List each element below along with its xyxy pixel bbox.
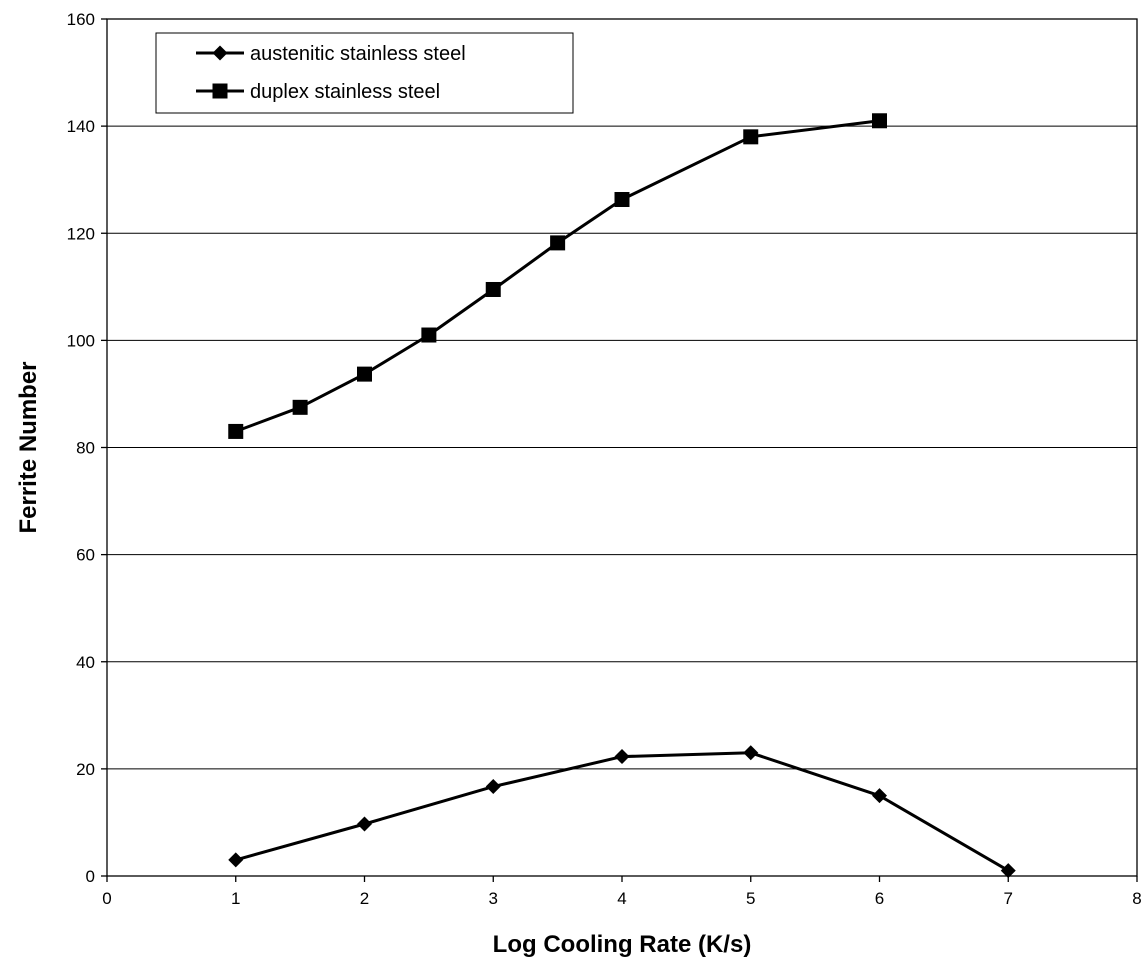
legend-marker-austenitic-stainless-steel xyxy=(212,45,228,61)
data-point-austenitic-stainless-steel-2 xyxy=(485,779,501,795)
y-tick-label-160: 160 xyxy=(67,10,95,29)
legend-marker-duplex-stainless-steel xyxy=(212,83,228,99)
y-tick-label-120: 120 xyxy=(67,224,95,243)
data-point-duplex-stainless-steel-4 xyxy=(485,281,501,297)
x-tick-label-7: 7 xyxy=(1004,889,1013,908)
data-point-austenitic-stainless-steel-5 xyxy=(872,788,887,804)
gridlines xyxy=(107,125,1137,770)
data-point-austenitic-stainless-steel-4 xyxy=(743,745,759,761)
data-point-duplex-stainless-steel-8 xyxy=(872,113,887,129)
x-tick-label-0: 0 xyxy=(102,889,111,908)
y-tick-label-20: 20 xyxy=(76,760,95,779)
x-tick-label-8: 8 xyxy=(1132,889,1141,908)
data-point-austenitic-stainless-steel-6 xyxy=(1000,863,1016,879)
data-point-duplex-stainless-steel-1 xyxy=(292,399,308,415)
x-tick-label-2: 2 xyxy=(360,889,369,908)
y-tick-label-100: 100 xyxy=(67,331,95,350)
data-point-duplex-stainless-steel-0 xyxy=(228,423,244,439)
series-line-duplex-stainless-steel xyxy=(235,119,880,433)
data-point-duplex-stainless-steel-6 xyxy=(614,192,630,208)
series-group xyxy=(228,113,1016,879)
y-tick-label-40: 40 xyxy=(76,653,95,672)
x-axis-title: Log Cooling Rate (K/s) xyxy=(493,931,752,958)
data-point-austenitic-stainless-steel-1 xyxy=(357,816,372,832)
legend: austenitic stainless steel duplex stainle… xyxy=(155,32,574,114)
legend-label-austenitic-stainless-steel: austenitic stainless steel xyxy=(250,43,466,65)
series-duplex-stainless-steel xyxy=(228,113,887,439)
data-point-austenitic-stainless-steel-0 xyxy=(228,852,244,868)
y-tick-label-80: 80 xyxy=(76,439,95,458)
x-tick-label-4: 4 xyxy=(617,889,626,908)
data-point-austenitic-stainless-steel-3 xyxy=(614,749,630,765)
x-tick-label-3: 3 xyxy=(489,889,498,908)
legend-box xyxy=(155,32,574,114)
x-tick-label-6: 6 xyxy=(875,889,884,908)
x-tick-label-1: 1 xyxy=(231,889,240,908)
y-axis-title: Ferrite Number xyxy=(15,361,42,533)
data-point-duplex-stainless-steel-3 xyxy=(421,327,437,343)
x-tick-label-5: 5 xyxy=(746,889,755,908)
data-point-duplex-stainless-steel-7 xyxy=(743,129,759,145)
data-point-duplex-stainless-steel-2 xyxy=(357,366,372,382)
axis-ticks: 0 20 40 60 80 100 120 140 160 0 1 2 3 4 5 6 7 8 xyxy=(67,10,1142,908)
series-austenitic-stainless-steel xyxy=(228,745,1016,879)
legend-label-duplex-stainless-steel: duplex stainless steel xyxy=(250,81,440,103)
y-tick-label-60: 60 xyxy=(76,546,95,565)
data-point-duplex-stainless-steel-5 xyxy=(550,235,566,251)
y-tick-label-140: 140 xyxy=(67,117,95,136)
series-line-austenitic-stainless-steel xyxy=(235,751,1010,872)
y-tick-label-0: 0 xyxy=(86,867,95,886)
